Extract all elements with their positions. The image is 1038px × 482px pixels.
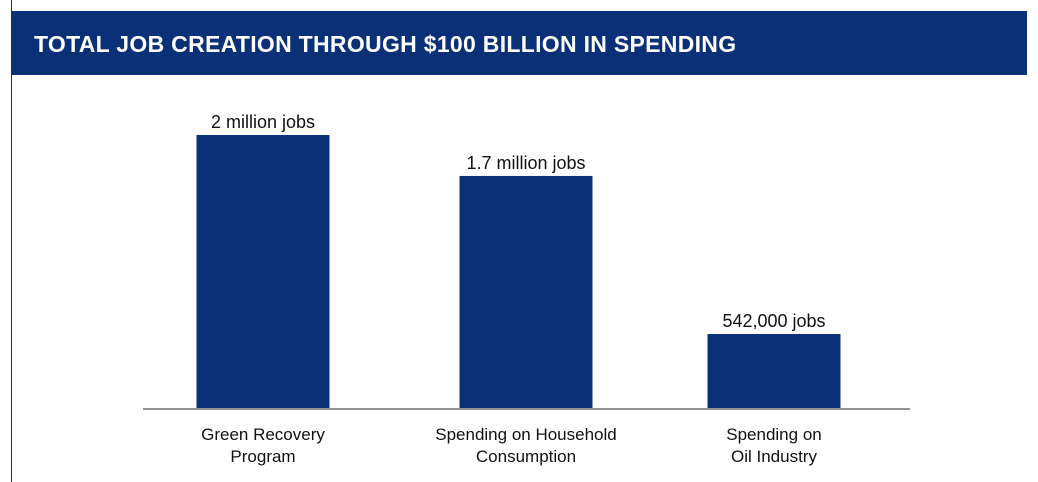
category-label-2-line-0: Spending on [726, 425, 821, 444]
bar-value-label-0: 2 million jobs [211, 112, 315, 132]
chart-frame [11, 0, 1027, 482]
bar-1 [459, 175, 593, 408]
bar-0 [196, 135, 330, 408]
title-banner: TOTAL JOB CREATION THROUGH $100 BILLION … [11, 11, 1027, 75]
category-label-2-line-1: Oil Industry [731, 447, 817, 466]
bar-value-label-2: 542,000 jobs [722, 311, 825, 331]
category-label-0-line-1: Program [230, 447, 295, 466]
category-label-1-line-0: Spending on Household [435, 425, 616, 444]
category-label-1-line-1: Consumption [476, 447, 576, 466]
bar-value-label-1: 1.7 million jobs [466, 153, 585, 173]
category-label-0-line-0: Green Recovery [201, 425, 325, 444]
bar-2 [707, 334, 841, 408]
chart-title: TOTAL JOB CREATION THROUGH $100 BILLION … [34, 31, 737, 57]
